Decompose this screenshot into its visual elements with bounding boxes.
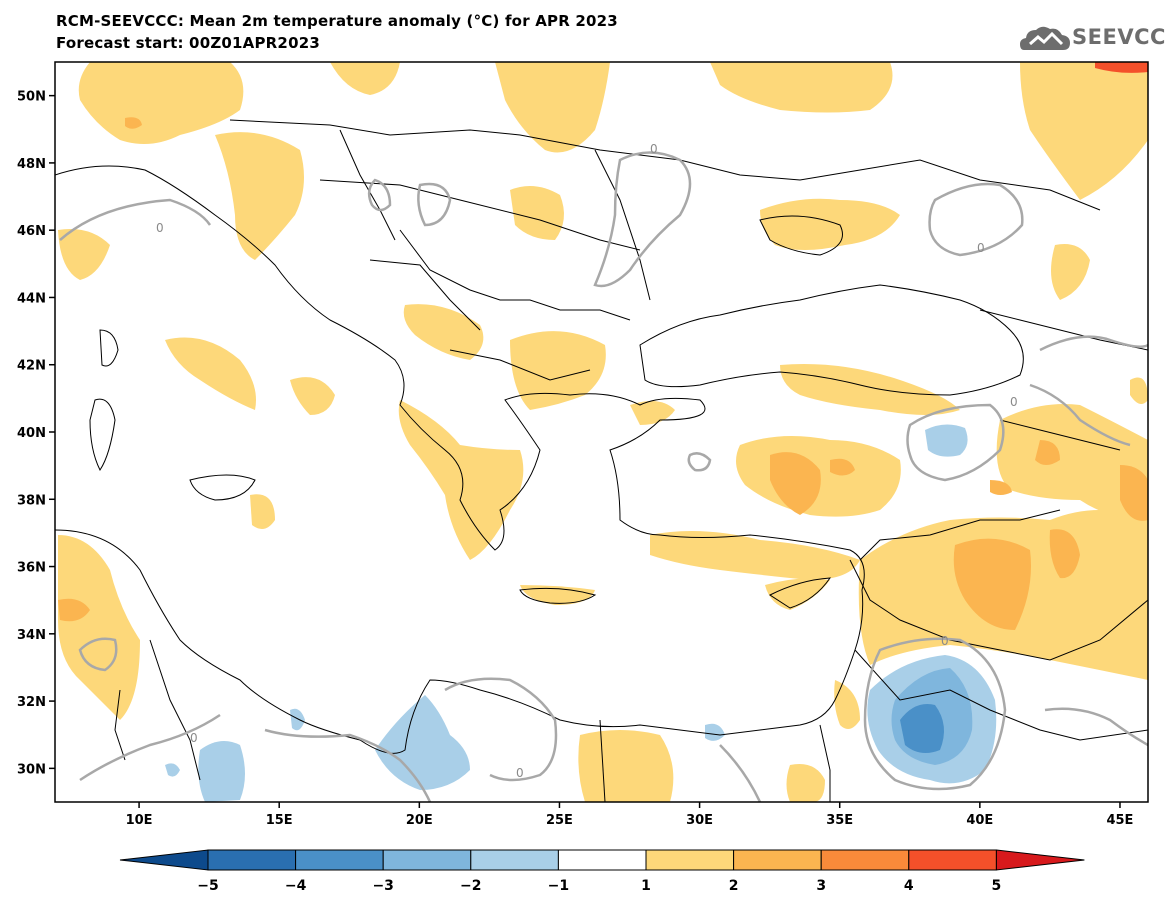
lon-tick-label: 35E (826, 813, 853, 828)
lon-tick-label: 45E (1106, 813, 1133, 828)
colorbar-label: 3 (816, 878, 826, 894)
longitude-axis: 10E 15E 20E 25E 30E 35E 40E 45E (126, 802, 1133, 828)
colorbar-segment (820, 849, 910, 871)
colorbar-segment (733, 849, 822, 871)
lon-tick-label: 25E (546, 813, 573, 828)
lat-tick-label: 38N (17, 493, 46, 508)
map-title: RCM-SEEVCCC: Mean 2m temperature anomaly… (56, 12, 618, 30)
colorbar-label: −1 (548, 878, 569, 894)
lat-tick-label: 36N (17, 561, 46, 576)
seevccc-logo-text: SEEVCCC (1072, 25, 1165, 49)
colorbar-label: 1 (641, 878, 651, 894)
lat-tick-label: 48N (17, 157, 46, 172)
colorbar-segment (470, 849, 559, 871)
lon-tick-label: 40E (966, 813, 993, 828)
anomaly-fill-layer (58, 62, 1148, 802)
contour-label: 0 (190, 731, 198, 745)
colorbar: −5 −4 −3 −2 −1 1 2 3 4 5 (119, 849, 1085, 894)
forecast-start-label: Forecast start: 00Z01APR2023 (56, 34, 320, 52)
latitude-axis: 50N 48N 46N 44N 42N 40N 38N 36N 34N 32N 30N (17, 90, 55, 777)
colorbar-label: −4 (285, 878, 307, 894)
colorbar-segment (382, 849, 472, 871)
lat-tick-label: 34N (17, 628, 46, 643)
colorbar-segment (645, 849, 735, 871)
lat-tick-label: 32N (17, 695, 46, 710)
colorbar-label: −2 (460, 878, 481, 894)
contour-label: 0 (516, 766, 524, 780)
colorbar-segment (557, 849, 647, 871)
colorbar-label: 2 (729, 878, 739, 894)
coastline-border-layer (55, 119, 1148, 802)
colorbar-label: −5 (197, 878, 218, 894)
lat-tick-label: 30N (17, 762, 46, 777)
contour-label: 0 (941, 634, 949, 648)
lon-tick-label: 15E (266, 813, 293, 828)
colorbar-segment (295, 849, 384, 871)
lat-tick-label: 40N (17, 426, 46, 441)
lat-tick-label: 46N (17, 224, 46, 239)
lon-tick-label: 20E (406, 813, 433, 828)
colorbar-label: −3 (372, 878, 393, 894)
colorbar-segment (908, 849, 997, 871)
contour-labels: 0 0 0 0 0 0 0 (156, 142, 1018, 780)
lat-tick-label: 44N (17, 291, 46, 306)
lon-tick-label: 10E (126, 813, 153, 828)
lat-tick-label: 50N (17, 90, 46, 105)
cloud-icon (1020, 26, 1070, 50)
colorbar-label: 5 (992, 878, 1002, 894)
contour-label: 0 (1010, 395, 1018, 409)
lon-tick-label: 30E (686, 813, 713, 828)
colorbar-label: 4 (904, 878, 914, 894)
lat-tick-label: 42N (17, 359, 46, 374)
colorbar-left-arrow (119, 849, 209, 871)
zero-contour-layer (59, 151, 1148, 802)
colorbar-right-arrow (995, 849, 1085, 871)
contour-label: 0 (156, 221, 164, 235)
contour-label: 0 (650, 142, 658, 156)
colorbar-segment (207, 849, 297, 871)
contour-label: 0 (977, 241, 985, 255)
